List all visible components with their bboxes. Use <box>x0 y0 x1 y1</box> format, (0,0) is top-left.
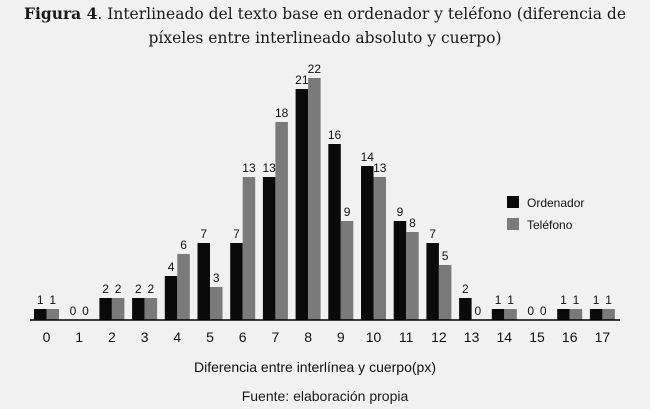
data-label-ordenador-8: 21 <box>295 73 309 87</box>
data-label-telefono-10: 13 <box>373 161 387 175</box>
legend-label-ordenador: Ordenador <box>527 196 584 210</box>
data-label-telefono-16: 1 <box>573 293 580 307</box>
data-label-ordenador-2: 2 <box>102 282 109 296</box>
x-tick-label: 2 <box>108 329 116 345</box>
bar-telefono-14 <box>504 309 517 320</box>
x-tick-label: 14 <box>497 329 513 345</box>
bars-group <box>34 78 615 320</box>
data-label-ordenador-15: 0 <box>527 304 534 318</box>
x-tick-label: 16 <box>562 329 578 345</box>
bar-telefono-12 <box>438 265 452 320</box>
data-label-telefono-6: 13 <box>242 161 256 175</box>
x-tick-label: 4 <box>173 329 181 345</box>
x-tick-label: 8 <box>304 329 312 345</box>
legend: Ordenador Teléfono <box>507 196 584 232</box>
x-tick-label: 15 <box>529 329 545 345</box>
data-label-ordenador-1: 0 <box>70 304 77 318</box>
bar-telefono-17 <box>602 309 615 320</box>
x-tick-label: 9 <box>337 329 345 345</box>
data-label-ordenador-16: 1 <box>560 293 567 307</box>
legend-label-telefono: Teléfono <box>527 218 573 232</box>
bar-telefono-7 <box>275 122 288 320</box>
figure-label: Figura 4 <box>23 4 98 23</box>
figure-caption: Figura 4. Interlineado del texto base en… <box>0 2 650 50</box>
data-label-ordenador-11: 9 <box>397 205 404 219</box>
data-label-ordenador-12: 7 <box>429 227 436 241</box>
data-label-telefono-4: 6 <box>180 238 187 252</box>
bar-ordenador-10 <box>361 166 374 320</box>
data-label-ordenador-0: 1 <box>37 293 44 307</box>
data-label-telefono-14: 1 <box>507 293 514 307</box>
data-label-ordenador-4: 4 <box>168 260 175 274</box>
bar-telefono-4 <box>177 254 190 320</box>
bar-ordenador-6 <box>230 243 243 320</box>
x-axis-label: Diferencia entre interlínea y cuerpo(px) <box>194 359 436 375</box>
x-tick-label: 0 <box>43 329 51 345</box>
data-label-telefono-11: 8 <box>409 216 416 230</box>
data-label-telefono-0: 1 <box>49 293 56 307</box>
data-label-telefono-8: 22 <box>308 62 322 76</box>
x-tick-label: 12 <box>431 329 447 345</box>
bar-ordenador-11 <box>393 221 407 320</box>
bar-telefono-3 <box>144 298 158 320</box>
bar-ordenador-9 <box>328 144 341 320</box>
data-label-telefono-3: 2 <box>148 282 155 296</box>
data-label-telefono-2: 2 <box>115 282 122 296</box>
bar-telefono-5 <box>210 287 223 320</box>
data-label-telefono-17: 1 <box>605 293 612 307</box>
legend-swatch-ordenador <box>507 196 519 208</box>
bar-ordenador-8 <box>295 89 309 320</box>
data-label-telefono-13: 0 <box>475 304 482 318</box>
data-label-telefono-9: 9 <box>344 205 351 219</box>
bar-ordenador-3 <box>132 298 145 320</box>
data-label-ordenador-14: 1 <box>495 293 502 307</box>
bar-ordenador-4 <box>164 276 178 320</box>
x-tick-label: 5 <box>206 329 214 345</box>
data-label-telefono-15: 0 <box>540 304 547 318</box>
data-label-ordenador-3: 2 <box>135 282 142 296</box>
bar-telefono-6 <box>242 177 256 320</box>
bar-ordenador-16 <box>557 309 570 320</box>
data-label-ordenador-10: 14 <box>361 150 375 164</box>
data-label-ordenador-7: 13 <box>262 161 276 175</box>
bar-ordenador-12 <box>426 243 439 320</box>
bar-ordenador-0 <box>34 309 47 320</box>
bar-ordenador-5 <box>197 243 210 320</box>
bar-telefono-2 <box>111 298 125 320</box>
x-tick-labels-group: 0 1 2 3 4 5 6 7 8 9 10 11 12 13 14 15 16 17 <box>43 329 611 345</box>
x-tick-label: 3 <box>141 329 149 345</box>
bar-ordenador-13 <box>459 298 472 320</box>
bar-ordenador-17 <box>589 309 603 320</box>
bar-ordenador-7 <box>262 177 276 320</box>
x-tick-label: 6 <box>239 329 247 345</box>
bar-telefono-8 <box>308 78 321 320</box>
x-tick-label: 7 <box>272 329 280 345</box>
x-tick-label: 11 <box>399 329 414 345</box>
x-tick-label: 13 <box>464 329 480 345</box>
data-label-telefono-1: 0 <box>82 304 89 318</box>
bar-telefono-16 <box>569 309 583 320</box>
data-label-telefono-5: 3 <box>213 271 220 285</box>
data-label-ordenador-6: 7 <box>233 227 240 241</box>
x-tick-label: 1 <box>75 329 83 345</box>
bar-ordenador-2 <box>99 298 112 320</box>
data-label-telefono-7: 18 <box>275 106 289 120</box>
bar-ordenador-14 <box>491 309 505 320</box>
bar-telefono-11 <box>406 232 419 320</box>
data-label-telefono-12: 5 <box>442 249 449 263</box>
data-label-ordenador-13: 2 <box>462 282 469 296</box>
legend-swatch-telefono <box>507 218 519 230</box>
data-label-ordenador-5: 7 <box>200 227 207 241</box>
bar-telefono-10 <box>373 177 386 320</box>
bar-telefono-9 <box>340 221 354 320</box>
data-label-ordenador-9: 16 <box>328 128 342 142</box>
bar-telefono-0 <box>46 309 59 320</box>
data-label-ordenador-17: 1 <box>593 293 600 307</box>
x-tick-label: 10 <box>366 329 382 345</box>
figure-title: . Interlineado del texto base en ordenad… <box>97 5 627 47</box>
source-note: Fuente: elaboración propia <box>241 388 409 404</box>
x-tick-label: 17 <box>595 329 611 345</box>
